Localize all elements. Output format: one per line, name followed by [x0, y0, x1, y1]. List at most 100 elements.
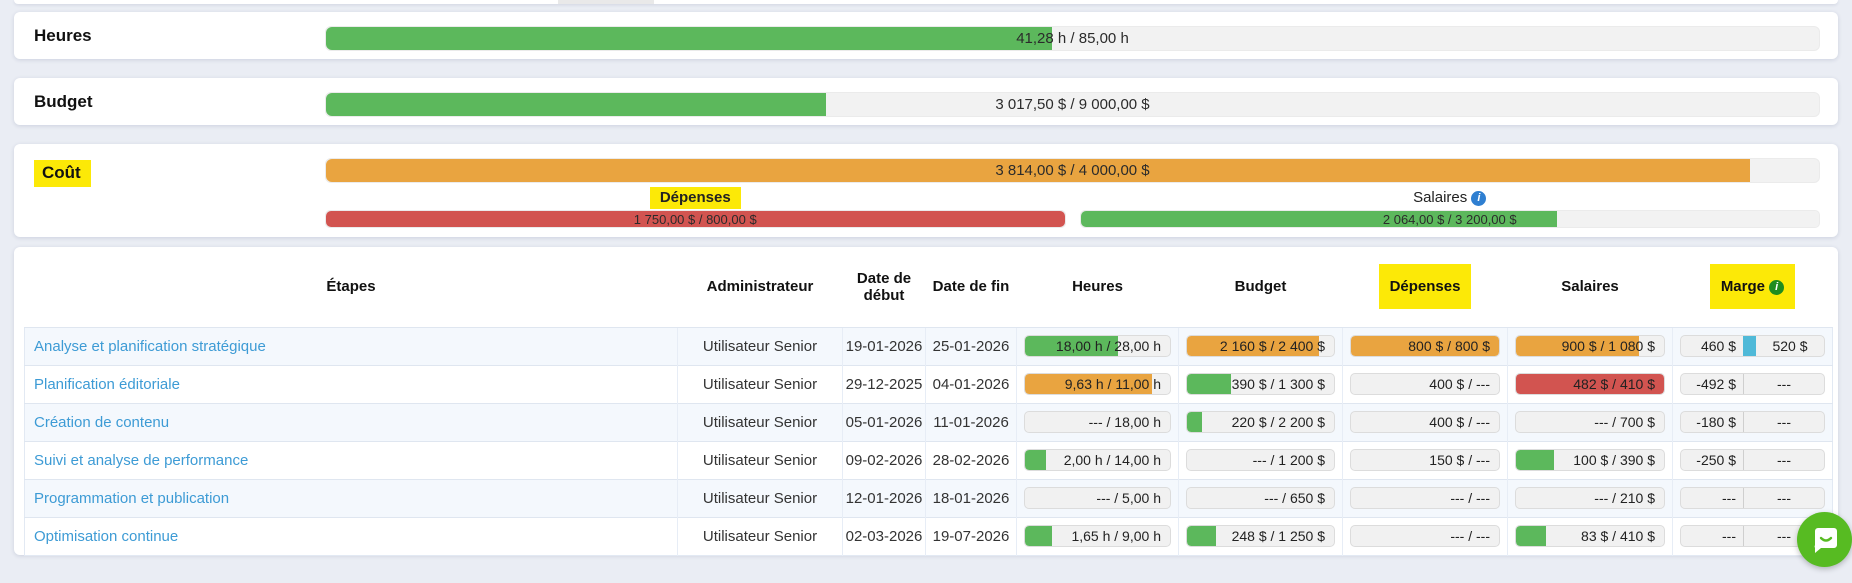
budget-cell-bar: 2 160 $ / 2 400 $ — [1186, 335, 1335, 357]
depenses-cell: 400 $ / --- — [1342, 364, 1508, 403]
etape-link[interactable]: Planification éditoriale — [34, 375, 180, 393]
depenses-progress-value: 1 750,00 $ / 800,00 $ — [633, 212, 757, 227]
budget-summary-card: Budget 3 017,50 $ / 9 000,00 $ — [14, 78, 1838, 125]
marge-divider — [1743, 374, 1744, 394]
heures-cell-bar: 18,00 h / 28,00 h — [1024, 335, 1171, 357]
marge-cell: --- --- — [1672, 478, 1833, 517]
depenses-cell: 400 $ / --- — [1342, 402, 1508, 441]
marge-divider — [1743, 526, 1744, 546]
heures-cell: 9,63 h / 11,00 h — [1016, 364, 1179, 403]
heures-cell-bar: --- / 18,00 h — [1024, 411, 1171, 433]
depenses-progress-fill — [326, 211, 1065, 227]
heures-progress-bar: 41,28 h / 85,00 h — [325, 26, 1820, 51]
salaires-cell-fill — [1516, 336, 1640, 356]
marge-info-icon[interactable]: i — [1769, 280, 1785, 296]
heures-cell-bar: 9,63 h / 11,00 h — [1024, 373, 1171, 395]
etape-cell: Création de contenu — [24, 402, 678, 441]
header-marge: Marge i — [1673, 247, 1833, 327]
admin-cell: Utilisateur Senior — [677, 478, 843, 517]
budget-cell-bar: --- / 1 200 $ — [1186, 449, 1335, 471]
depenses-cell: --- / --- — [1342, 478, 1508, 517]
header-marge-highlighted: Marge i — [1709, 264, 1796, 310]
salaires-info-icon[interactable]: i — [1471, 191, 1487, 206]
date-fin-cell: 25-01-2026 — [925, 326, 1017, 365]
depenses-sublabel-row: Dépenses — [325, 187, 1066, 210]
salaires-cell-bar: --- / 210 $ — [1515, 487, 1665, 509]
budget-progress-bar: 3 017,50 $ / 9 000,00 $ — [325, 92, 1820, 117]
budget-cell-bar: 390 $ / 1 300 $ — [1186, 373, 1335, 395]
header-depenses: Dépenses — [1343, 247, 1508, 327]
salaires-progress-fill — [1080, 211, 1557, 227]
heures-cell-bar: 2,00 h / 14,00 h — [1024, 449, 1171, 471]
etape-link[interactable]: Création de contenu — [34, 413, 170, 431]
salaires-cell: --- / 700 $ — [1507, 402, 1673, 441]
date-debut-cell: 05-01-2026 — [842, 402, 926, 441]
budget-cell: --- / 1 200 $ — [1178, 440, 1343, 479]
salaires-cell: 482 $ / 410 $ — [1507, 364, 1673, 403]
heures-cell: --- / 18,00 h — [1016, 402, 1179, 441]
marge-indicator: 460 $520 $ — [1680, 335, 1825, 357]
etape-link[interactable]: Optimisation continue — [34, 527, 179, 545]
header-date-fin: Date de fin — [932, 278, 1010, 296]
cout-breakdown: Dépenses 1 750,00 $ / 800,00 $ Salaires … — [325, 187, 1821, 228]
depenses-cell-bar: 400 $ / --- — [1350, 411, 1500, 433]
depenses-cell-bar: --- / --- — [1350, 525, 1500, 547]
heures-cell: 2,00 h / 14,00 h — [1016, 440, 1179, 479]
salaires-progress-value: 2 064,00 $ / 3 200,00 $ — [1382, 212, 1517, 227]
heures-cell: 1,65 h / 9,00 h — [1016, 516, 1179, 555]
marge-cell: -492 $ --- — [1672, 364, 1833, 403]
salaires-cell: 100 $ / 390 $ — [1507, 440, 1673, 479]
etape-link[interactable]: Programmation et publication — [34, 489, 230, 507]
header-administrateur: Administrateur — [706, 278, 814, 296]
depenses-cell-bar: 150 $ / --- — [1350, 449, 1500, 471]
salaires-cell: 900 $ / 1 080 $ — [1507, 326, 1673, 365]
table-row: Création de contenu Utilisateur Senior 0… — [24, 402, 1833, 441]
etapes-table: Étapes Administrateur Date de début Date… — [24, 247, 1833, 556]
etape-link[interactable]: Suivi et analyse de performance — [34, 451, 249, 469]
admin-cell: Utilisateur Senior — [677, 402, 843, 441]
date-debut-cell: 09-02-2026 — [842, 440, 926, 479]
budget-label: Budget — [34, 91, 93, 111]
etape-cell: Suivi et analyse de performance — [24, 440, 678, 479]
header-etapes: Étapes — [326, 278, 376, 296]
cout-label-highlighted: Coût — [34, 160, 91, 187]
depenses-breakdown: Dépenses 1 750,00 $ / 800,00 $ — [325, 187, 1066, 228]
heures-cell: 18,00 h / 28,00 h — [1016, 326, 1179, 365]
salaires-cell-bar: --- / 700 $ — [1515, 411, 1665, 433]
table-row: Planification éditoriale Utilisateur Sen… — [24, 364, 1833, 403]
heures-label: Heures — [34, 25, 92, 45]
heures-cell-fill — [1025, 450, 1046, 470]
budget-cell-fill — [1187, 336, 1320, 356]
admin-cell: Utilisateur Senior — [677, 364, 843, 403]
etapes-table-card: Étapes Administrateur Date de début Date… — [14, 247, 1838, 555]
budget-cell-fill — [1187, 374, 1232, 394]
heures-progress-value: 41,28 h / 85,00 h — [1016, 30, 1129, 47]
salaires-cell-fill — [1516, 526, 1546, 546]
budget-progress-fill — [326, 93, 827, 116]
marge-cell: 460 $520 $ — [1672, 326, 1833, 365]
salaires-sublabel-row: Salaires i — [1080, 189, 1821, 210]
heures-cell-fill — [1025, 374, 1152, 394]
depenses-cell-bar: 400 $ / --- — [1350, 373, 1500, 395]
budget-cell-bar: --- / 650 $ — [1186, 487, 1335, 509]
heures-cell-fill — [1025, 526, 1052, 546]
marge-indicator: -180 $ --- — [1680, 411, 1825, 433]
header-salaires: Salaires — [1561, 278, 1619, 296]
budget-cell: 248 $ / 1 250 $ — [1178, 516, 1343, 555]
budget-cell-fill — [1187, 412, 1202, 432]
etape-link[interactable]: Analyse et planification stratégique — [34, 337, 266, 355]
heures-cell-fill — [1025, 336, 1119, 356]
budget-cell: --- / 650 $ — [1178, 478, 1343, 517]
table-row: Programmation et publication Utilisateur… — [24, 478, 1833, 517]
marge-indicator: --- --- — [1680, 487, 1825, 509]
table-row: Suivi et analyse de performance Utilisat… — [24, 440, 1833, 479]
date-fin-cell: 18-01-2026 — [925, 478, 1017, 517]
date-debut-cell: 19-01-2026 — [842, 326, 926, 365]
clipped-bar-above — [558, 0, 654, 4]
chat-widget-button[interactable] — [1797, 512, 1852, 567]
budget-cell-bar: 248 $ / 1 250 $ — [1186, 525, 1335, 547]
date-fin-cell: 11-01-2026 — [925, 402, 1017, 441]
marge-divider — [1743, 336, 1756, 356]
admin-cell: Utilisateur Senior — [677, 326, 843, 365]
